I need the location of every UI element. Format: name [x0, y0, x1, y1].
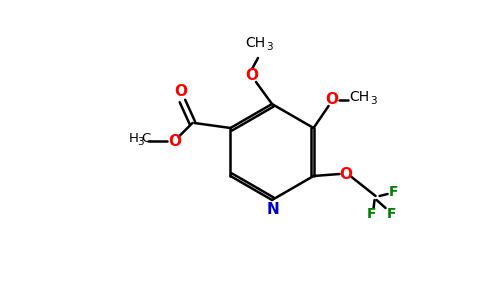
Text: CH: CH: [245, 36, 265, 50]
Text: F: F: [389, 185, 398, 199]
Text: N: N: [267, 202, 279, 217]
Text: 3: 3: [370, 96, 377, 106]
Text: C: C: [141, 131, 150, 145]
Text: O: O: [325, 92, 338, 107]
Text: O: O: [168, 134, 181, 148]
Text: O: O: [174, 85, 187, 100]
Text: O: O: [245, 68, 258, 83]
Text: F: F: [387, 207, 396, 221]
Text: CH: CH: [349, 90, 370, 104]
Text: 3: 3: [137, 137, 144, 147]
Text: H: H: [128, 131, 138, 145]
Text: O: O: [339, 167, 352, 182]
Text: 3: 3: [266, 42, 272, 52]
Text: F: F: [367, 207, 377, 221]
